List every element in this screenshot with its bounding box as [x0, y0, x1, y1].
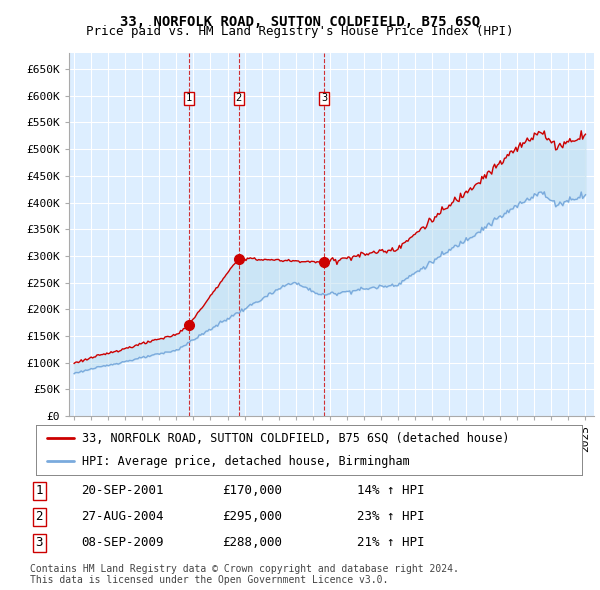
Text: 2: 2 [35, 510, 43, 523]
Text: 14% ↑ HPI: 14% ↑ HPI [357, 484, 425, 497]
Text: 33, NORFOLK ROAD, SUTTON COLDFIELD, B75 6SQ: 33, NORFOLK ROAD, SUTTON COLDFIELD, B75 … [120, 15, 480, 29]
Text: 3: 3 [35, 536, 43, 549]
Text: 33, NORFOLK ROAD, SUTTON COLDFIELD, B75 6SQ (detached house): 33, NORFOLK ROAD, SUTTON COLDFIELD, B75 … [82, 432, 510, 445]
Text: 23% ↑ HPI: 23% ↑ HPI [357, 510, 425, 523]
Text: Price paid vs. HM Land Registry's House Price Index (HPI): Price paid vs. HM Land Registry's House … [86, 25, 514, 38]
Text: HPI: Average price, detached house, Birmingham: HPI: Average price, detached house, Birm… [82, 455, 410, 468]
Text: 20-SEP-2001: 20-SEP-2001 [81, 484, 163, 497]
Text: £288,000: £288,000 [222, 536, 282, 549]
Text: 08-SEP-2009: 08-SEP-2009 [81, 536, 163, 549]
Text: £295,000: £295,000 [222, 510, 282, 523]
Text: 21% ↑ HPI: 21% ↑ HPI [357, 536, 425, 549]
Text: Contains HM Land Registry data © Crown copyright and database right 2024.
This d: Contains HM Land Registry data © Crown c… [30, 563, 459, 585]
Text: 3: 3 [321, 93, 328, 103]
Text: 2: 2 [235, 93, 242, 103]
Text: 1: 1 [35, 484, 43, 497]
Text: 27-AUG-2004: 27-AUG-2004 [81, 510, 163, 523]
Text: 1: 1 [185, 93, 192, 103]
Text: £170,000: £170,000 [222, 484, 282, 497]
